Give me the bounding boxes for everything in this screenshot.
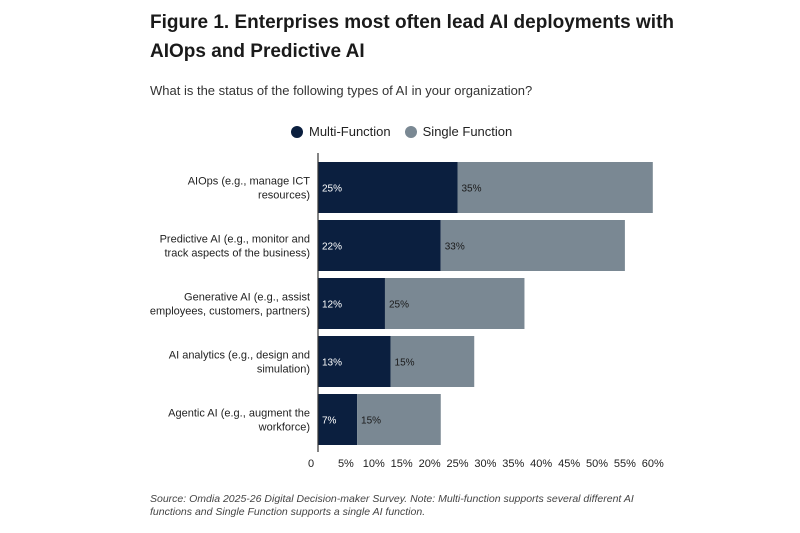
x-tick-label-0: 0 xyxy=(308,458,314,470)
category-label-line-3-1: simulation) xyxy=(257,364,310,376)
category-label-line-3-0: AI analytics (e.g., design and xyxy=(169,350,310,362)
category-label-0: AIOps (e.g., manage ICT resources) xyxy=(188,176,311,202)
legend-label-multi-function: Multi-Function xyxy=(309,124,391,139)
x-tick-label-12: 60% xyxy=(642,458,664,470)
data-label-single-function-2: 25% xyxy=(389,300,409,311)
chart-title: Figure 1. Enterprises most often lead AI… xyxy=(150,12,675,62)
data-label-single-function-1: 33% xyxy=(445,242,465,253)
category-label-4: Agentic AI (e.g., augment the workforce) xyxy=(168,408,310,434)
data-label-single-function-0: 35% xyxy=(462,184,482,195)
x-tick-label-11: 55% xyxy=(614,458,636,470)
bar-multi-function-1 xyxy=(318,220,441,271)
x-tick-label-8: 40% xyxy=(530,458,552,470)
bar-single-function-0 xyxy=(457,162,653,213)
bar-multi-function-4 xyxy=(318,394,358,445)
bar-multi-function-2 xyxy=(318,278,385,329)
bar-single-function-3 xyxy=(390,336,475,387)
category-label-line-2-0: Generative AI (e.g., assist xyxy=(184,292,310,304)
category-label-line-0-0: AIOps (e.g., manage ICT xyxy=(188,176,311,188)
category-label-line-0-1: resources) xyxy=(258,190,310,202)
data-label-single-function-3: 15% xyxy=(395,358,415,369)
x-tick-label-9: 45% xyxy=(558,458,580,470)
category-label-1: Predictive AI (e.g., monitor and track as… xyxy=(160,234,310,260)
chart-subtitle: What is the status of the following type… xyxy=(150,83,533,98)
data-label-multi-function-3: 13% xyxy=(322,358,342,369)
x-tick-label-3: 15% xyxy=(391,458,413,470)
category-label-line-1-0: Predictive AI (e.g., monitor and xyxy=(160,234,310,246)
x-tick-label-10: 50% xyxy=(586,458,608,470)
bar-single-function-4 xyxy=(357,394,441,445)
legend-swatch-multi-function xyxy=(291,125,303,138)
data-label-multi-function-0: 25% xyxy=(322,184,342,195)
bar-single-function-1 xyxy=(440,220,625,271)
bar-multi-function-3 xyxy=(318,336,391,387)
bar-multi-function-0 xyxy=(318,162,458,213)
category-label-line-2-1: employees, customers, partners) xyxy=(150,306,310,318)
legend-label-single-function: Single Function xyxy=(422,124,513,139)
category-label-3: AI analytics (e.g., design and simulation… xyxy=(169,350,310,376)
x-tick-label-1: 5% xyxy=(338,458,354,470)
category-label-2: Generative AI (e.g., assist employees, cu… xyxy=(150,292,310,318)
category-label-line-4-1: workforce) xyxy=(258,422,310,434)
data-label-multi-function-1: 22% xyxy=(322,242,342,253)
legend: Multi-Function Single Function xyxy=(291,124,526,139)
data-label-multi-function-2: 12% xyxy=(322,300,342,311)
x-tick-label-4: 20% xyxy=(419,458,441,470)
x-tick-label-6: 30% xyxy=(474,458,496,470)
x-tick-label-5: 25% xyxy=(446,458,468,470)
data-label-single-function-4: 15% xyxy=(361,416,381,427)
category-label-line-1-1: track aspects of the business) xyxy=(164,248,310,260)
data-label-multi-function-4: 7% xyxy=(322,416,337,427)
x-tick-label-7: 35% xyxy=(502,458,524,470)
source-note: Source: Omdia 2025-26 Digital Decision-m… xyxy=(150,493,634,518)
legend-item-single-function: Single Function xyxy=(404,124,513,139)
bar-single-function-2 xyxy=(384,278,525,329)
x-tick-label-2: 10% xyxy=(363,458,385,470)
legend-item-multi-function: Multi-Function xyxy=(291,124,391,139)
category-label-line-4-0: Agentic AI (e.g., augment the xyxy=(168,408,310,420)
legend-swatch-single-function xyxy=(404,125,417,138)
